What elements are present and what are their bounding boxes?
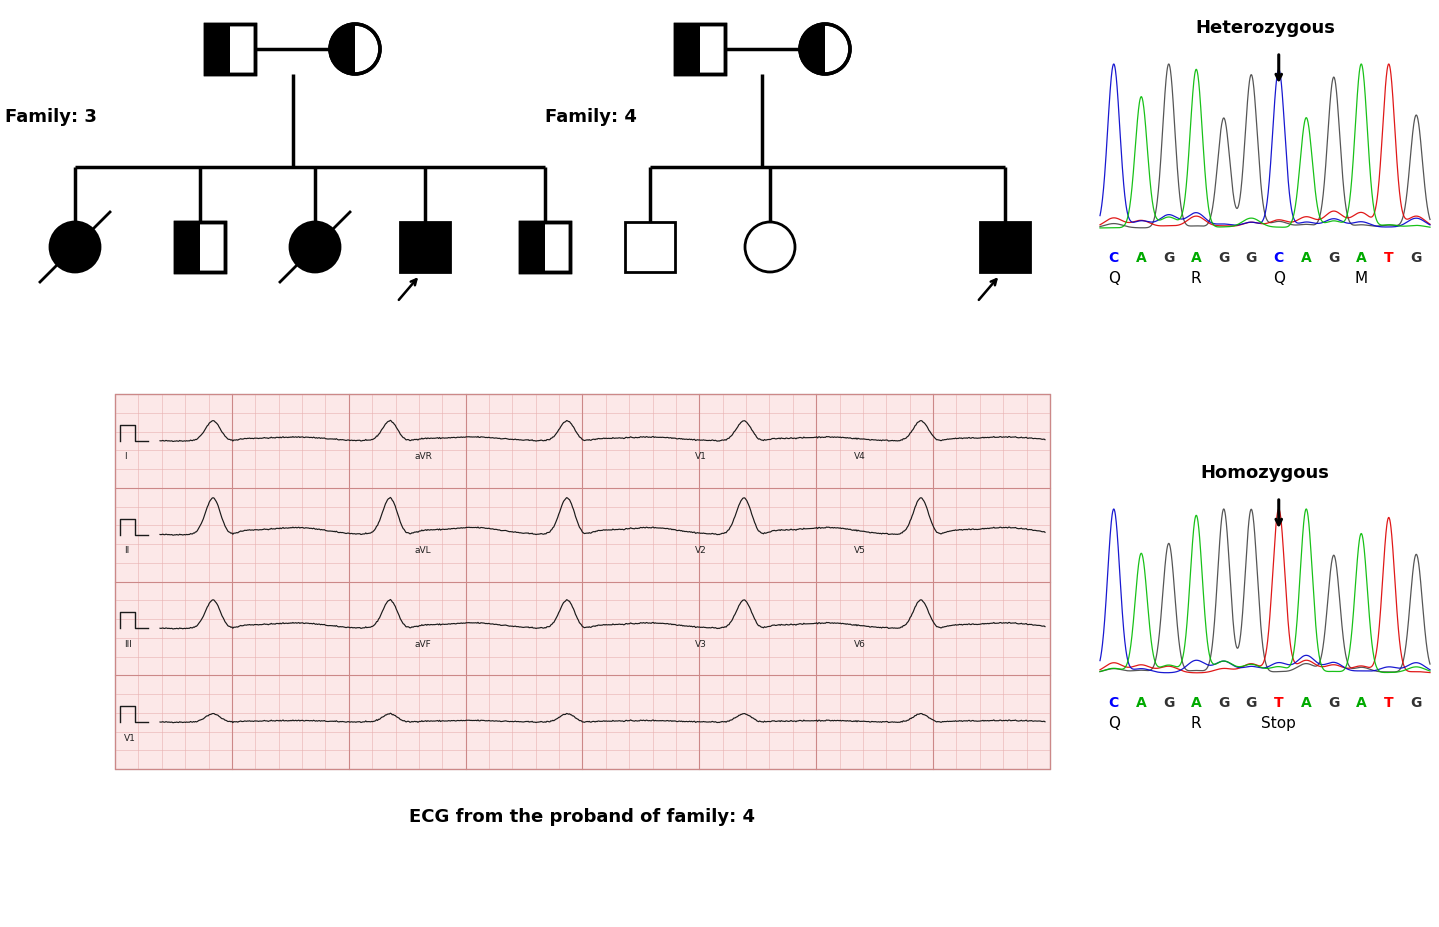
Text: Heterozygous: Heterozygous bbox=[1194, 19, 1335, 37]
Ellipse shape bbox=[50, 222, 99, 273]
Bar bbox=[980, 222, 1030, 273]
Wedge shape bbox=[800, 25, 825, 75]
Text: G: G bbox=[1410, 695, 1422, 709]
Text: Stop: Stop bbox=[1262, 716, 1297, 730]
Text: aVR: aVR bbox=[414, 452, 432, 461]
Ellipse shape bbox=[800, 25, 850, 75]
Text: A: A bbox=[1191, 695, 1202, 709]
Text: G: G bbox=[1217, 695, 1229, 709]
Text: V1: V1 bbox=[124, 733, 137, 742]
Bar bbox=[675, 25, 725, 75]
Text: V4: V4 bbox=[853, 452, 865, 461]
Bar bbox=[519, 222, 545, 273]
Bar bbox=[675, 25, 699, 75]
Text: Family: 3: Family: 3 bbox=[4, 108, 96, 126]
Ellipse shape bbox=[745, 222, 794, 273]
Text: G: G bbox=[1246, 695, 1256, 709]
Text: Q: Q bbox=[1108, 716, 1120, 730]
Bar bbox=[176, 222, 224, 273]
Text: Homozygous: Homozygous bbox=[1200, 464, 1330, 481]
Text: Q: Q bbox=[1108, 271, 1120, 286]
Text: A: A bbox=[1191, 250, 1202, 265]
Bar bbox=[176, 222, 200, 273]
Text: G: G bbox=[1410, 250, 1422, 265]
Text: aVF: aVF bbox=[414, 640, 430, 648]
Text: T: T bbox=[1384, 250, 1393, 265]
Text: R: R bbox=[1191, 271, 1202, 286]
Text: I: I bbox=[124, 452, 127, 461]
Text: G: G bbox=[1246, 250, 1256, 265]
Bar bbox=[115, 395, 1050, 769]
Bar bbox=[204, 25, 255, 75]
Text: G: G bbox=[1328, 250, 1340, 265]
Text: A: A bbox=[1301, 250, 1311, 265]
Text: ECG from the proband of family: 4: ECG from the proband of family: 4 bbox=[410, 807, 755, 825]
Text: A: A bbox=[1135, 250, 1147, 265]
Text: C: C bbox=[1274, 250, 1284, 265]
Text: A: A bbox=[1301, 695, 1311, 709]
Text: A: A bbox=[1356, 250, 1367, 265]
Text: C: C bbox=[1108, 250, 1120, 265]
Wedge shape bbox=[330, 25, 355, 75]
Text: G: G bbox=[1217, 250, 1229, 265]
Text: T: T bbox=[1274, 695, 1284, 709]
Bar bbox=[204, 25, 230, 75]
Text: III: III bbox=[124, 640, 132, 648]
Text: R: R bbox=[1191, 716, 1202, 730]
Text: M: M bbox=[1354, 271, 1368, 286]
Ellipse shape bbox=[330, 25, 380, 75]
Text: aVL: aVL bbox=[414, 546, 430, 554]
Bar bbox=[519, 222, 570, 273]
Text: Q: Q bbox=[1272, 271, 1285, 286]
Text: G: G bbox=[1163, 250, 1174, 265]
Text: T: T bbox=[1384, 695, 1393, 709]
Text: Family: 4: Family: 4 bbox=[545, 108, 637, 126]
Text: A: A bbox=[1135, 695, 1147, 709]
Bar bbox=[625, 222, 675, 273]
Text: V3: V3 bbox=[695, 640, 707, 648]
Bar bbox=[675, 25, 725, 75]
Text: II: II bbox=[124, 546, 130, 554]
Text: V2: V2 bbox=[695, 546, 707, 554]
Bar bbox=[519, 222, 570, 273]
Ellipse shape bbox=[291, 222, 340, 273]
Bar bbox=[204, 25, 255, 75]
Bar bbox=[176, 222, 224, 273]
Text: V5: V5 bbox=[853, 546, 865, 554]
Text: G: G bbox=[1328, 695, 1340, 709]
Text: A: A bbox=[1356, 695, 1367, 709]
Text: V1: V1 bbox=[695, 452, 707, 461]
Text: V6: V6 bbox=[853, 640, 865, 648]
Text: G: G bbox=[1163, 695, 1174, 709]
Bar bbox=[400, 222, 450, 273]
Text: C: C bbox=[1108, 695, 1120, 709]
